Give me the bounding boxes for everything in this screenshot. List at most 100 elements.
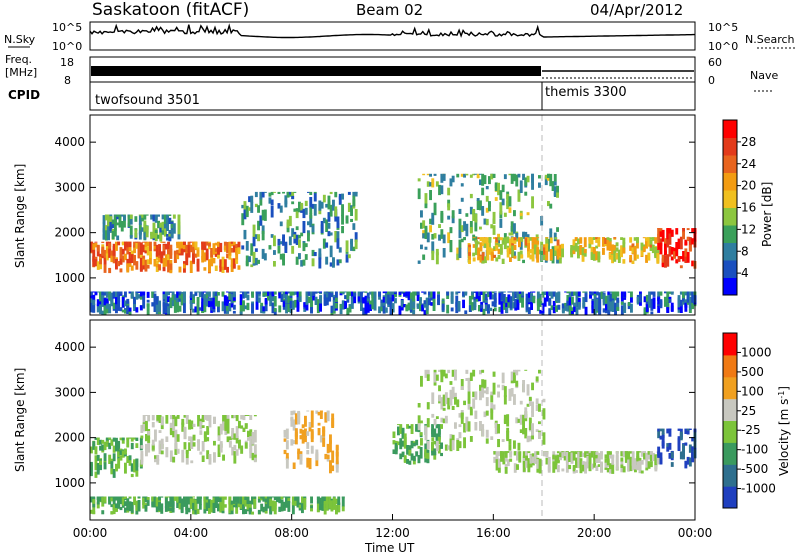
range-gate-cell: [521, 297, 524, 308]
range-gate-cell: [489, 307, 493, 311]
range-gate-cell: [438, 394, 441, 402]
range-gate-cell: [224, 423, 228, 431]
range-gate-cell: [647, 237, 651, 247]
range-gate-cell: [529, 254, 533, 260]
cpid-panel: CPID twofsound 3501 themis 3300: [8, 81, 696, 111]
range-gate-cell: [315, 452, 319, 461]
range-gate-cell: [228, 252, 232, 260]
range-gate-cell: [506, 427, 510, 433]
range-gate-cell: [442, 418, 446, 424]
range-gate-cell: [119, 496, 123, 498]
range-gate-cell: [319, 501, 322, 509]
range-gate-cell: [604, 237, 608, 244]
range-gate-cell: [101, 241, 105, 244]
range-gate-cell: [217, 453, 221, 457]
range-gate-cell: [153, 293, 157, 304]
range-gate-cell: [158, 496, 161, 504]
range-gate-cell: [242, 415, 246, 421]
range-gate-cell: [659, 452, 663, 465]
range-gate-cell: [124, 241, 127, 251]
range-gate-cell: [485, 438, 489, 444]
range-gate-cell: [117, 497, 121, 509]
range-gate-cell: [213, 452, 216, 457]
range-gate-cell: [515, 232, 519, 239]
range-gate-cell: [286, 191, 290, 198]
range-gate-cell: [498, 291, 502, 294]
range-gate-cell: [167, 296, 170, 303]
range-gate-cell: [151, 445, 155, 450]
range-gate-cell: [294, 300, 298, 304]
range-gate-cell: [450, 307, 454, 312]
range-gate-cell: [176, 249, 180, 255]
range-gate-cell: [331, 465, 335, 472]
range-gate-cell: [568, 454, 572, 458]
range-gate-cell: [629, 255, 633, 261]
time-axis-ticks: 00:00 04:00 08:00 12:00 16:00 20:00 00:00: [73, 309, 712, 540]
range-gate-cell: [531, 453, 535, 459]
y-tick-label: 4000: [54, 135, 85, 149]
freq-band-twofsound: [91, 66, 541, 76]
range-gate-cell: [279, 205, 283, 213]
range-gate-cell: [280, 294, 284, 302]
range-gate-cell: [160, 450, 164, 455]
x-tick-label: 00:00: [73, 526, 108, 540]
range-gate-cell: [636, 461, 640, 471]
range-gate-cell: [533, 237, 537, 242]
range-gate-cell: [485, 195, 489, 202]
y-tick-label: 1000: [54, 476, 85, 490]
range-gate-cell: [588, 453, 592, 465]
range-gate-cell: [173, 496, 177, 501]
range-gate-cell: [431, 241, 435, 254]
range-gate-cell: [153, 259, 157, 267]
range-gate-cell: [684, 460, 688, 469]
range-gate-cell: [110, 496, 114, 498]
range-gate-cell: [139, 291, 143, 297]
range-gate-cell: [492, 404, 496, 410]
range-gate-cell: [143, 232, 147, 240]
range-gate-cell: [282, 237, 285, 246]
range-gate-cell: [520, 254, 524, 259]
range-gate-cell: [424, 449, 428, 459]
range-gate-cell: [151, 439, 155, 451]
range-gate-cell: [169, 507, 173, 512]
range-gate-cell: [222, 421, 225, 431]
range-gate-cell: [538, 421, 541, 425]
range-gate-cell: [589, 291, 592, 293]
range-gate-cell: [514, 298, 518, 308]
range-gate-cell: [691, 260, 695, 267]
range-gate-cell: [273, 261, 276, 267]
range-gate-cell: [510, 228, 514, 236]
range-gate-cell: [451, 440, 455, 451]
range-gate-cell: [516, 465, 519, 470]
range-gate-cell: [313, 191, 317, 194]
range-gate-cell: [169, 422, 173, 428]
range-gate-cell: [155, 304, 159, 315]
range-gate-cell: [290, 410, 294, 416]
range-gate-cell: [420, 210, 423, 218]
range-gate-cell: [476, 173, 480, 179]
range-gate-cell: [419, 297, 422, 304]
range-gate-cell: [529, 249, 533, 254]
range-gate-cell: [120, 214, 124, 216]
range-gate-cell: [513, 463, 517, 473]
range-gate-cell: [133, 244, 136, 254]
range-gate-cell: [645, 467, 649, 471]
range-gate-cell: [138, 214, 142, 216]
range-gate-cell: [301, 424, 305, 429]
range-gate-cell: [437, 436, 441, 444]
range-gate-cell: [539, 309, 543, 314]
colorbar-tick-label: 25: [741, 404, 756, 418]
range-gate-cell: [210, 297, 214, 303]
range-gate-cell: [90, 241, 93, 251]
range-gate-cell: [691, 238, 695, 245]
range-gate-cell: [133, 298, 136, 311]
range-gate-cell: [420, 375, 423, 387]
range-gate-cell: [172, 214, 176, 216]
range-gate-cell: [506, 236, 510, 244]
range-gate-cell: [588, 237, 592, 245]
range-gate-cell: [270, 205, 274, 218]
range-gate-cell: [455, 295, 459, 307]
range-gate-cell: [248, 196, 251, 203]
range-gate-cell: [289, 295, 293, 308]
range-gate-cell: [308, 458, 312, 470]
